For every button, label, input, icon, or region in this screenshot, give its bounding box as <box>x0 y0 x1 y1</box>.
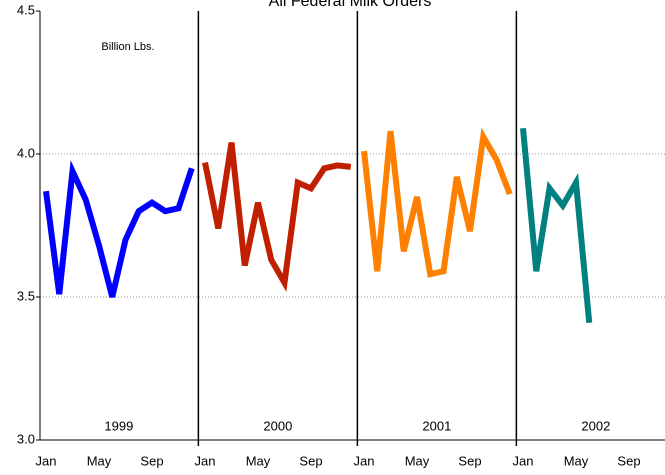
x-tick-label: May <box>87 453 112 468</box>
x-tick-label: May <box>564 453 589 468</box>
x-tick-label: Sep <box>140 453 163 468</box>
y-tick-label: 4.5 <box>17 2 35 17</box>
series-line <box>202 142 352 292</box>
x-tick-label: Sep <box>299 453 322 468</box>
year-label: 2000 <box>263 418 292 433</box>
chart-title: All Federal Milk Orders <box>269 0 432 10</box>
series-line <box>520 127 593 324</box>
x-tick-label: May <box>405 453 430 468</box>
x-tick-label: Jan <box>195 453 216 468</box>
y-tick-label: 4.0 <box>17 145 35 160</box>
y-tick-label: 3.0 <box>17 431 35 446</box>
x-tick-label: Jan <box>36 453 57 468</box>
x-tick-label: Jan <box>513 453 534 468</box>
year-label: 1999 <box>104 418 133 433</box>
series-line <box>43 160 195 298</box>
x-tick-label: May <box>246 453 271 468</box>
x-tick-label: Jan <box>354 453 375 468</box>
year-label: 2002 <box>581 418 610 433</box>
x-tick-label: Sep <box>617 453 640 468</box>
year-label: 2001 <box>422 418 451 433</box>
series-line <box>361 127 513 278</box>
unit-annotation: Billion Lbs. <box>101 41 154 53</box>
x-tick-label: Sep <box>458 453 481 468</box>
y-tick-label: 3.5 <box>17 288 35 303</box>
